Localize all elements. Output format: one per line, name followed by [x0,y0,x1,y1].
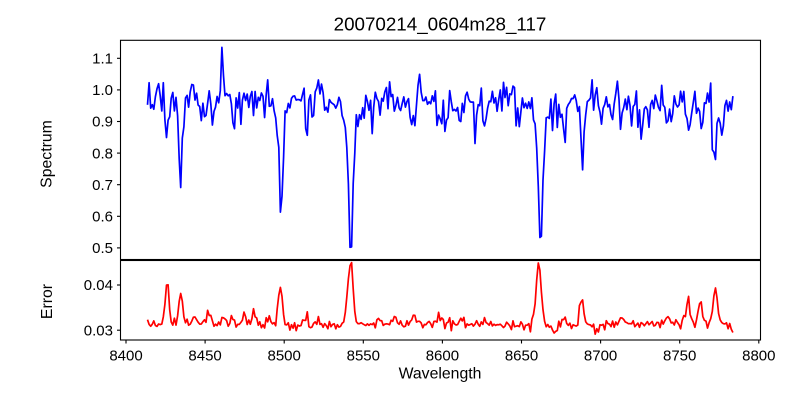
svg-text:0.03: 0.03 [84,322,113,339]
svg-text:8700: 8700 [584,348,617,365]
svg-text:8550: 8550 [347,348,380,365]
svg-text:8400: 8400 [109,348,142,365]
svg-text:1.1: 1.1 [92,51,113,68]
svg-text:8650: 8650 [505,348,538,365]
svg-text:0.7: 0.7 [92,177,113,194]
svg-text:1.0: 1.0 [92,82,113,99]
svg-text:8500: 8500 [268,348,301,365]
svg-text:0.9: 0.9 [92,114,113,131]
svg-text:0.04: 0.04 [84,277,113,294]
svg-text:8600: 8600 [426,348,459,365]
svg-text:0.6: 0.6 [92,209,113,226]
svg-text:0.8: 0.8 [92,145,113,162]
svg-text:8450: 8450 [188,348,221,365]
svg-text:0.5: 0.5 [92,240,113,257]
svg-text:Spectrum: Spectrum [39,120,56,188]
svg-text:20070214_0604m28_117: 20070214_0604m28_117 [334,14,547,36]
svg-text:Error: Error [39,284,56,319]
svg-text:8800: 8800 [742,348,775,365]
svg-text:Wavelength: Wavelength [399,366,482,383]
svg-text:8750: 8750 [663,348,696,365]
